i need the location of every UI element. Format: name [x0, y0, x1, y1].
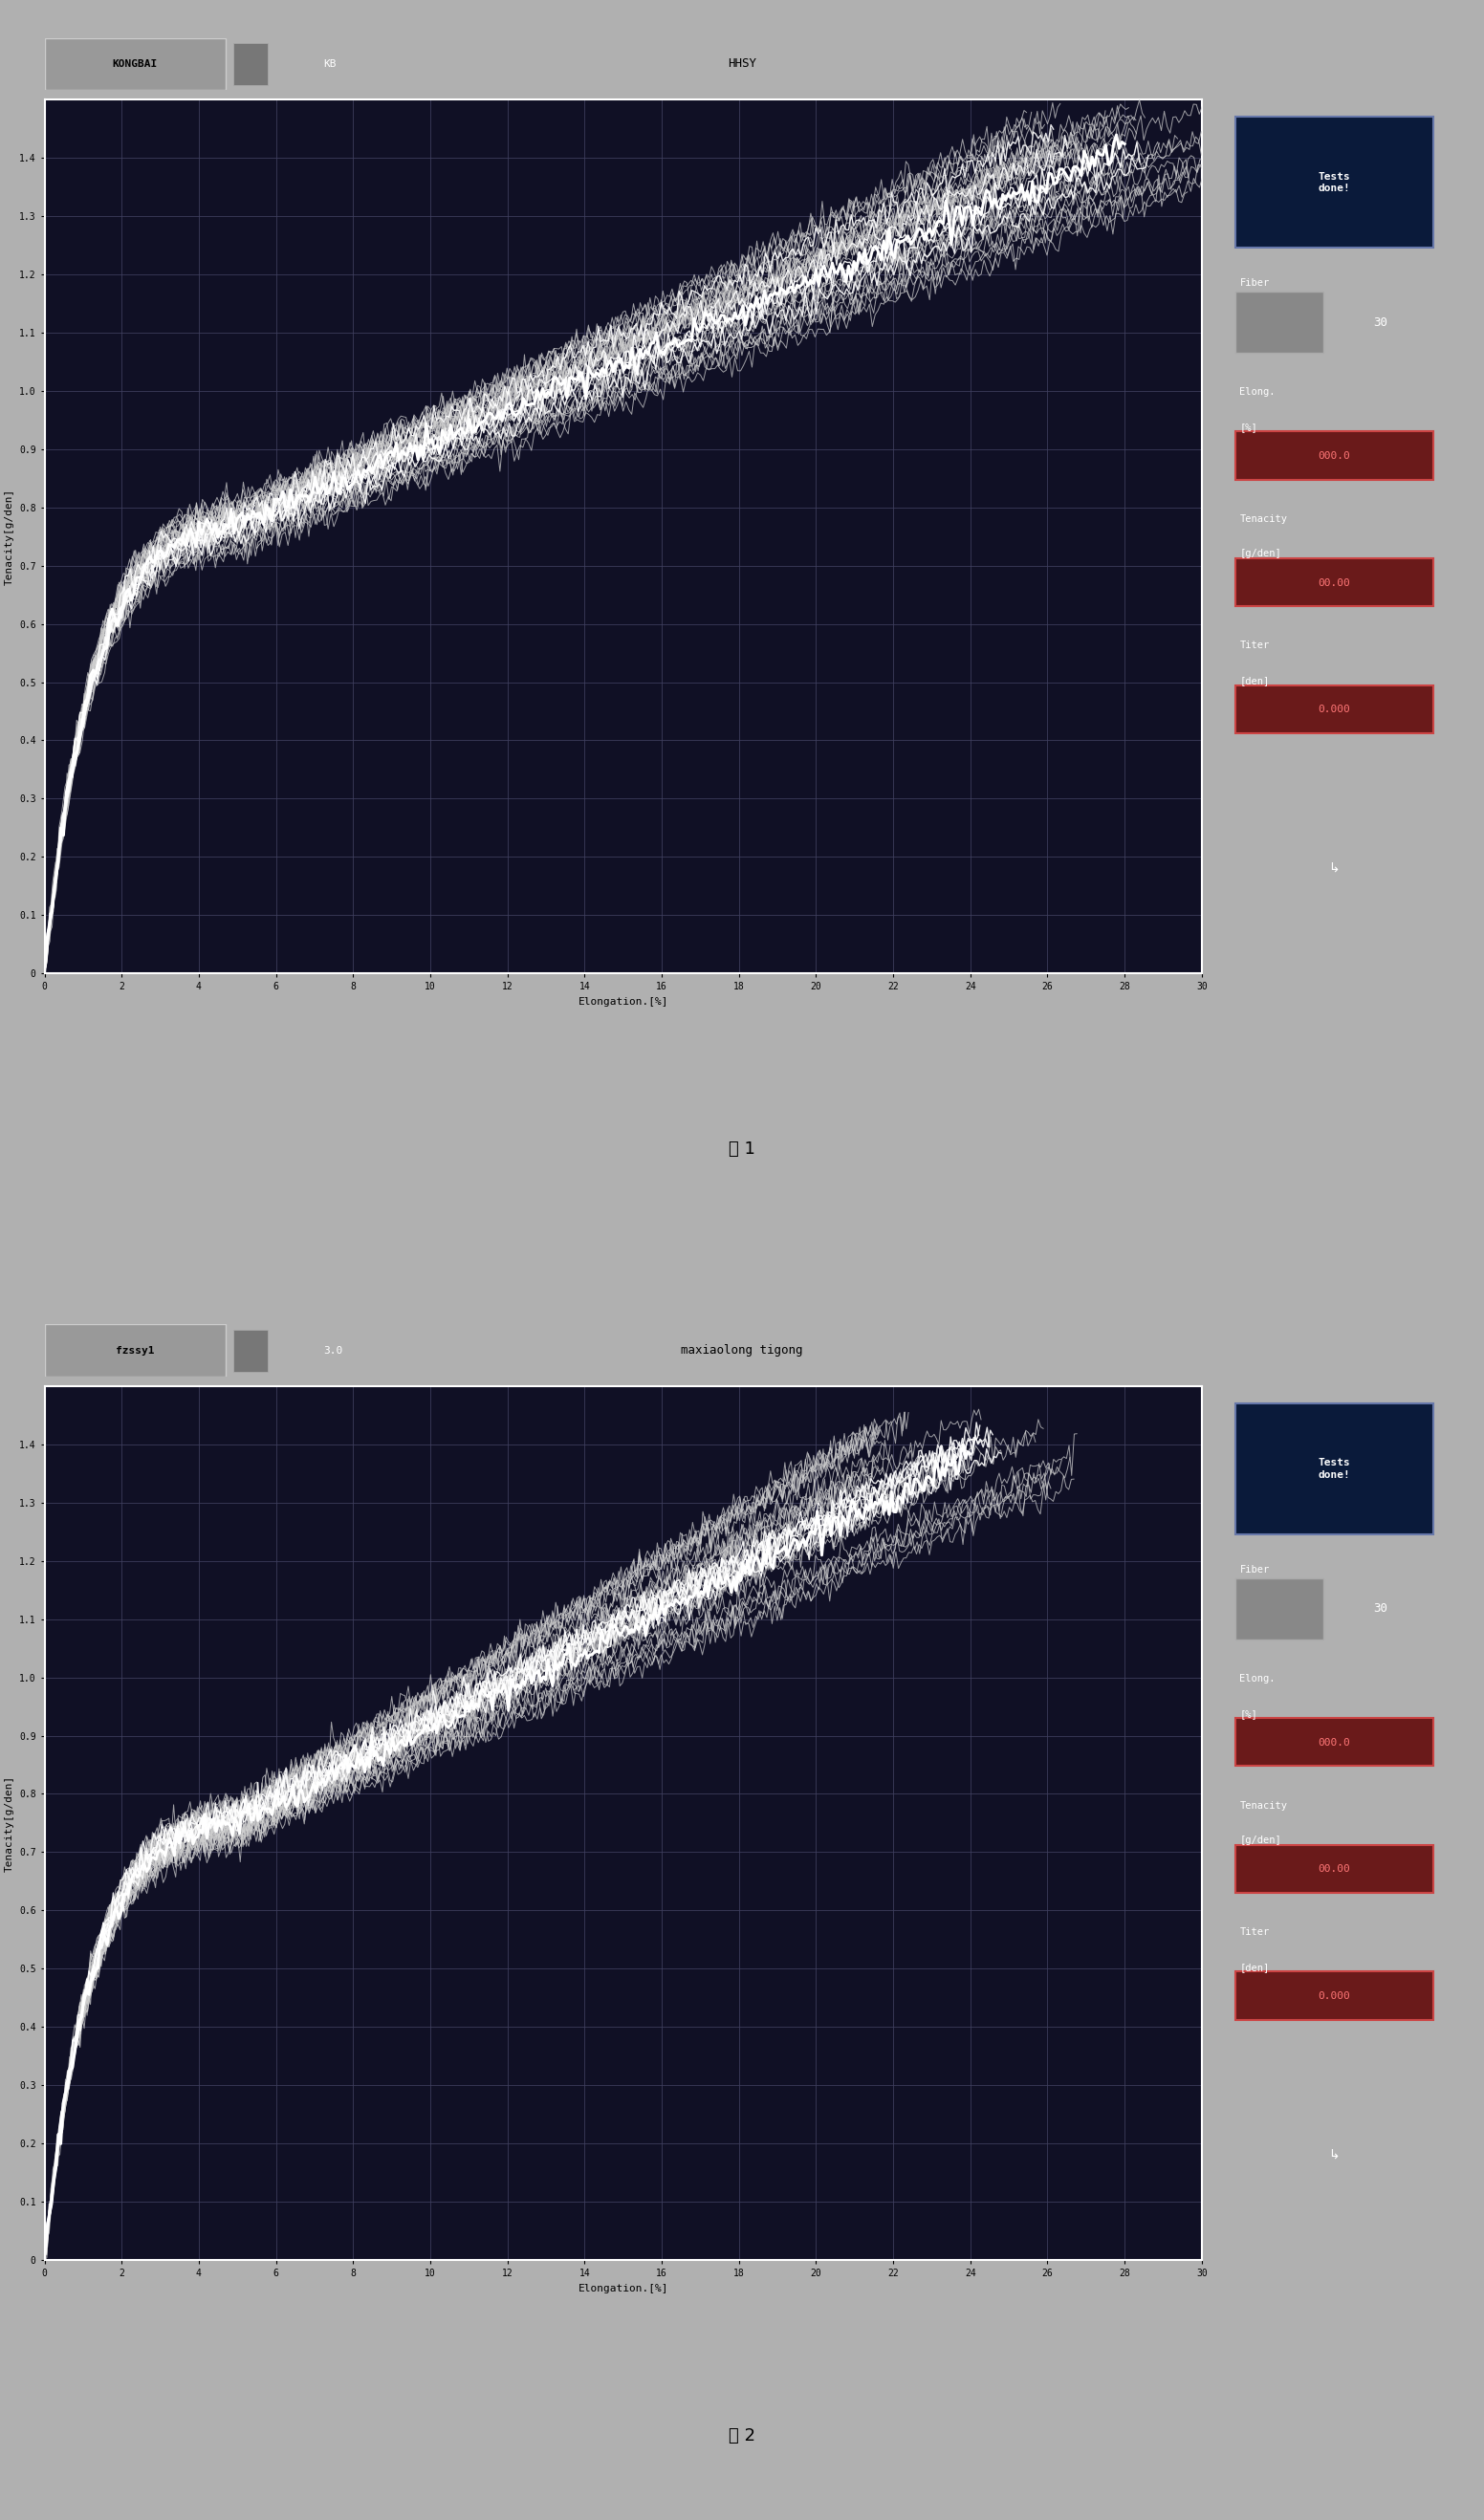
Text: Tests
done!: Tests done! [1318, 171, 1350, 194]
Text: [%]: [%] [1239, 1709, 1257, 1719]
Text: Tests
done!: Tests done! [1318, 1459, 1350, 1479]
Text: HHSY: HHSY [727, 58, 757, 71]
X-axis label: Elongation.[%]: Elongation.[%] [577, 998, 668, 1005]
Text: Elong.: Elong. [1239, 1673, 1275, 1683]
Text: Tenacity: Tenacity [1239, 1802, 1288, 1809]
Text: [g/den]: [g/den] [1239, 1835, 1281, 1845]
Bar [1235, 1971, 1434, 2019]
Bar [233, 43, 267, 86]
Text: ↳: ↳ [1328, 2150, 1340, 2162]
Bar [1235, 1719, 1434, 1767]
Y-axis label: Tenacity[g/den]: Tenacity[g/den] [4, 1774, 13, 1872]
Bar [1235, 116, 1434, 247]
Text: ↳: ↳ [1328, 862, 1340, 874]
Bar [1235, 292, 1324, 353]
Text: [%]: [%] [1239, 423, 1257, 431]
Text: [g/den]: [g/den] [1239, 549, 1281, 559]
Text: 000.0: 000.0 [1318, 1739, 1350, 1746]
Text: KB: KB [324, 60, 337, 68]
Text: [den]: [den] [1239, 675, 1269, 685]
Text: Fiber: Fiber [1239, 277, 1269, 287]
Y-axis label: Tenacity[g/den]: Tenacity[g/den] [4, 489, 13, 585]
Text: Elong.: Elong. [1239, 388, 1275, 398]
Text: 图 2: 图 2 [729, 2427, 755, 2444]
Text: Fiber: Fiber [1239, 1565, 1269, 1575]
Text: 0.000: 0.000 [1318, 706, 1350, 713]
Text: 000.0: 000.0 [1318, 451, 1350, 461]
Bar [1235, 1845, 1434, 1893]
Text: 00.00: 00.00 [1318, 1865, 1350, 1875]
X-axis label: Elongation.[%]: Elongation.[%] [577, 2283, 668, 2293]
Bar [45, 38, 226, 91]
Bar [1235, 1404, 1434, 1535]
Text: 00.00: 00.00 [1318, 577, 1350, 587]
Bar [45, 1326, 226, 1376]
Text: Titer: Titer [1239, 1928, 1269, 1938]
Text: Titer: Titer [1239, 640, 1269, 650]
Text: 30: 30 [1373, 315, 1388, 328]
Text: KONGBAI: KONGBAI [113, 60, 157, 68]
Text: maxiaolong tigong: maxiaolong tigong [681, 1343, 803, 1356]
Text: 0.000: 0.000 [1318, 1991, 1350, 2001]
Bar [1235, 431, 1434, 479]
Bar [1235, 685, 1434, 733]
Text: 3.0: 3.0 [324, 1346, 343, 1356]
Bar [233, 1331, 267, 1371]
Text: Tenacity: Tenacity [1239, 514, 1288, 524]
Text: 图 1: 图 1 [729, 1139, 755, 1157]
Text: [den]: [den] [1239, 1963, 1269, 1973]
Bar [1235, 559, 1434, 607]
Bar [1235, 1578, 1324, 1641]
Text: fzssy1: fzssy1 [116, 1346, 154, 1356]
Text: 30: 30 [1373, 1603, 1388, 1615]
